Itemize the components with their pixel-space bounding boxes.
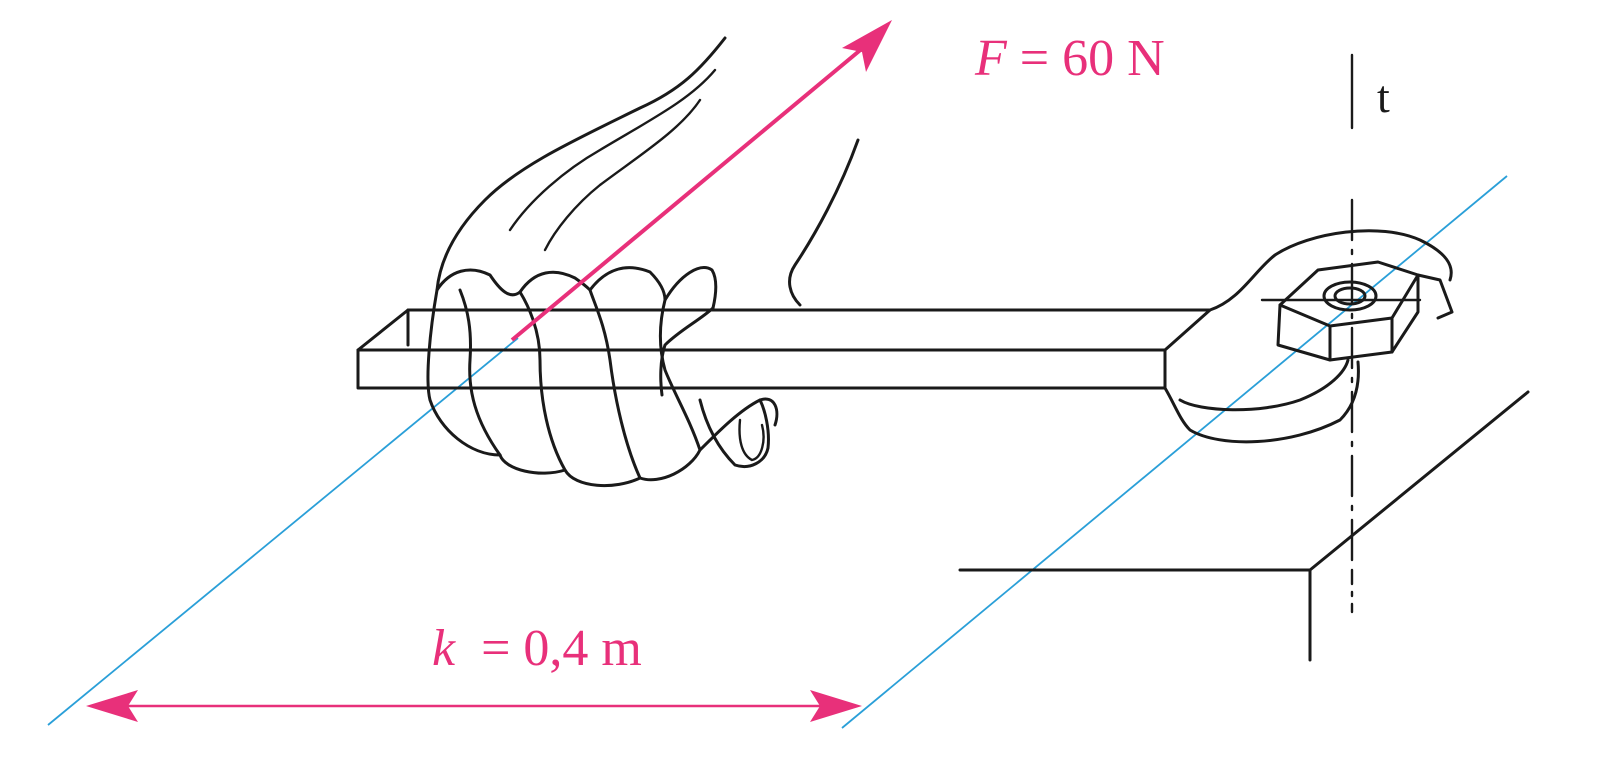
hand-finger-4 — [638, 298, 702, 482]
wrench-head-outer — [1208, 229, 1453, 312]
wrench-handle-top — [356, 308, 1212, 352]
hand-knuckle-top — [435, 266, 718, 310]
wrench-head-lower-face — [1178, 358, 1350, 412]
lever-arm-symbol: k — [432, 620, 456, 677]
hand-finger-2 — [498, 290, 567, 475]
hand-palm-heel — [698, 397, 779, 452]
axis-label: t — [1377, 71, 1390, 122]
hand-knuckle-1 — [426, 288, 502, 457]
hand-wrist-line-2 — [543, 98, 702, 252]
reference-line-axis — [841, 175, 1508, 729]
lever-arm-dimension: k = 0,4 m — [86, 620, 862, 722]
wrench-head-lower — [1163, 360, 1360, 444]
dimension-arrow-left — [86, 690, 138, 722]
hand-wrist-line-1 — [508, 68, 717, 232]
force-arrow-shaft — [510, 40, 872, 342]
lever-arm-label: k = 0,4 m — [432, 620, 642, 677]
hex-nut — [1276, 260, 1420, 362]
rotation-axis: t — [1260, 53, 1422, 614]
bench-surface — [958, 390, 1530, 662]
nut-side-faces — [1276, 273, 1420, 362]
hand-finger-3 — [563, 288, 642, 488]
hand-wrist-front — [788, 138, 860, 307]
hand-wrist-back — [435, 36, 727, 292]
wrench-head-jaw-upper — [1416, 273, 1454, 320]
reference-lines — [47, 175, 1508, 729]
force-vector: F = 60 N — [510, 20, 1165, 342]
wrench — [356, 229, 1454, 444]
hand-thumbnail — [738, 418, 765, 462]
hand-thumb — [698, 398, 770, 468]
nut-top-face — [1278, 260, 1420, 328]
reference-line-hand — [47, 337, 519, 726]
hand-grip-back — [659, 306, 715, 397]
force-value: = 60 N — [1007, 30, 1165, 87]
dimension-arrow-right — [810, 690, 862, 722]
force-symbol: F — [974, 30, 1008, 87]
lever-arm-value: = 0,4 m — [455, 620, 642, 677]
hand-finger-1 — [458, 288, 502, 457]
force-label: F = 60 N — [974, 30, 1165, 87]
force-arrow-head — [842, 20, 892, 72]
nut-hole-outer — [1322, 280, 1378, 312]
nut-hole-inner — [1333, 286, 1367, 306]
bench-side-edge — [1308, 390, 1530, 572]
hand — [426, 36, 860, 488]
